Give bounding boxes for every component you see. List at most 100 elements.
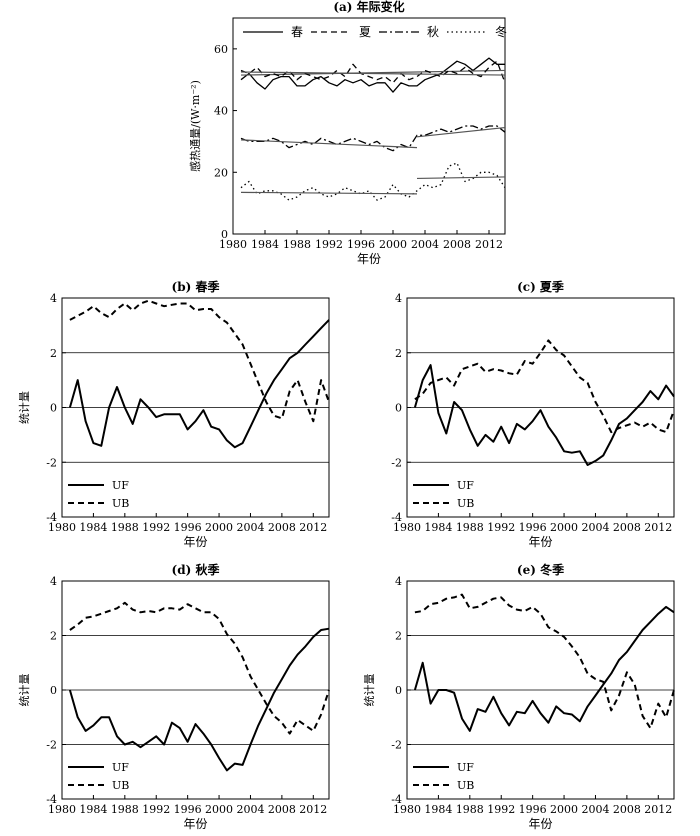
panel-title: (b) 春季 [172, 279, 221, 294]
panel-title: (c) 夏季 [517, 279, 565, 294]
x-tick-label: 2000 [550, 521, 578, 534]
y-tick-label: -4 [46, 793, 57, 806]
y-tick-label: 60 [214, 43, 228, 56]
x-tick-label: 1980 [393, 521, 421, 534]
legend-label: UB [457, 779, 474, 792]
legend-label: 秋 [427, 25, 439, 39]
y-tick-label: 2 [395, 347, 402, 360]
legend-label: UB [112, 779, 129, 792]
series-line-UB [69, 299, 330, 423]
x-tick-label: 2012 [299, 521, 327, 534]
series-line-UB [69, 601, 330, 735]
series-line-冬 [240, 162, 506, 201]
legend-label: UB [457, 497, 474, 510]
x-tick-label: 2012 [644, 521, 672, 534]
y-tick-label: 0 [50, 684, 57, 697]
x-tick-label: 2004 [581, 803, 609, 816]
x-tick-label: 2012 [644, 803, 672, 816]
y-axis-label: 统计量 [18, 674, 31, 707]
x-tick-label: 1984 [79, 803, 107, 816]
series-line-UF [413, 364, 675, 466]
x-tick-label: 2008 [268, 803, 296, 816]
series-line-UF [413, 605, 675, 732]
x-axis-label: 年份 [528, 535, 552, 549]
series-line-夏 [240, 60, 506, 84]
y-tick-label: 4 [395, 292, 402, 305]
y-tick-label: -4 [391, 793, 402, 806]
trend-line [240, 191, 418, 195]
x-axis-label: 年份 [528, 817, 552, 831]
x-axis-label: 年份 [183, 817, 207, 831]
x-tick-label: 1996 [174, 521, 202, 534]
y-tick-label: 2 [50, 630, 57, 643]
x-tick-label: 1992 [142, 803, 170, 816]
x-tick-label: 1988 [456, 803, 484, 816]
panel-title: (a) 年际变化 [333, 0, 404, 14]
y-tick-label: -2 [391, 739, 402, 752]
series-line-UB [414, 593, 675, 730]
y-tick-label: 0 [221, 228, 228, 241]
x-tick-label: 1980 [48, 521, 76, 534]
panel-b: (b) 春季 1980 1984 1988 1992 1996 2000 2004 2008 20… [18, 279, 330, 549]
y-tick-label: -4 [391, 511, 402, 524]
x-tick-label: 2008 [613, 803, 641, 816]
y-tick-label: 20 [214, 166, 228, 179]
legend-label: UF [112, 761, 129, 774]
x-tick-label: 2000 [205, 521, 233, 534]
x-axis-label: 年份 [183, 535, 207, 549]
x-tick-label: 2012 [299, 803, 327, 816]
panel-title: (d) 秋季 [172, 562, 221, 577]
x-tick-label: 1988 [111, 521, 139, 534]
legend-label: 冬 [495, 24, 507, 39]
x-tick-label: 1996 [174, 803, 202, 816]
series-line-UF [68, 627, 330, 772]
trend-line [240, 139, 418, 149]
y-axis-label: 统计量 [18, 391, 31, 424]
trend-line [416, 126, 506, 138]
legend-label: UF [457, 761, 474, 774]
x-tick-label: 1980 [48, 803, 76, 816]
y-tick-label: -2 [46, 739, 57, 752]
x-tick-label: 1984 [424, 521, 452, 534]
x-tick-label: 2008 [268, 521, 296, 534]
x-tick-label: 2000 [379, 238, 407, 251]
x-tick-label: 2000 [550, 803, 578, 816]
legend-label: UB [112, 497, 129, 510]
y-tick-label: 4 [395, 575, 402, 588]
y-tick-label: -2 [391, 456, 402, 469]
trend-line [240, 71, 506, 76]
x-tick-label: 1996 [347, 238, 375, 251]
legend-label: 夏 [359, 25, 371, 39]
x-tick-label: 1988 [456, 521, 484, 534]
x-tick-label: 1984 [424, 803, 452, 816]
y-tick-label: 4 [50, 292, 57, 305]
x-tick-label: 1984 [251, 238, 279, 251]
y-tick-label: 0 [395, 684, 402, 697]
x-tick-label: 2012 [475, 238, 503, 251]
y-tick-label: 2 [395, 630, 402, 643]
x-tick-label: 2004 [236, 803, 264, 816]
y-tick-label: 40 [214, 105, 228, 118]
x-tick-label: 2008 [613, 521, 641, 534]
legend-label: UF [457, 479, 474, 492]
series-line-春 [240, 57, 505, 93]
panel-title: (e) 冬季 [517, 562, 565, 577]
x-tick-label: 1996 [519, 521, 547, 534]
x-tick-label: 1984 [79, 521, 107, 534]
x-tick-label: 2004 [581, 521, 609, 534]
x-tick-label: 2008 [443, 238, 471, 251]
series-line-UB [414, 339, 675, 434]
x-tick-label: 1996 [519, 803, 547, 816]
y-axis-label: 感热通量/(W·m⁻²) [189, 80, 202, 172]
y-tick-label: 4 [50, 575, 57, 588]
x-tick-label: 2004 [236, 521, 264, 534]
x-tick-label: 1992 [315, 238, 343, 251]
legend-label: UF [112, 479, 129, 492]
x-tick-label: 1980 [393, 803, 421, 816]
x-tick-label: 1992 [142, 521, 170, 534]
y-tick-label: 2 [50, 347, 57, 360]
